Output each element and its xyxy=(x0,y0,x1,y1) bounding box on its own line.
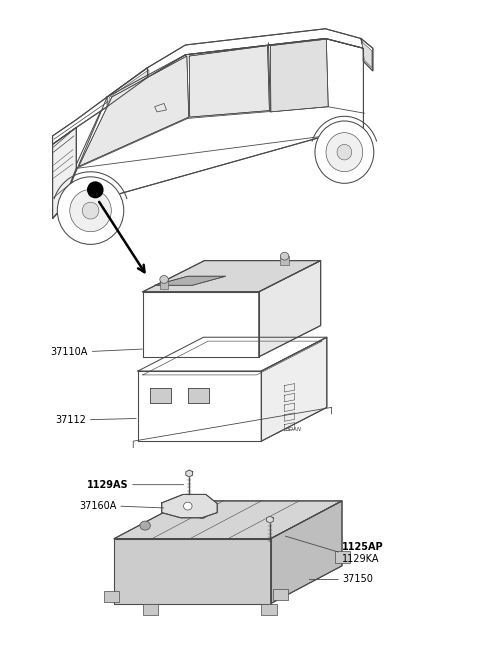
Ellipse shape xyxy=(160,276,168,284)
Ellipse shape xyxy=(337,144,352,160)
Ellipse shape xyxy=(88,182,103,198)
Polygon shape xyxy=(261,603,276,615)
Polygon shape xyxy=(150,388,171,403)
Polygon shape xyxy=(162,495,217,518)
Polygon shape xyxy=(273,589,288,600)
Polygon shape xyxy=(155,276,226,286)
Polygon shape xyxy=(109,69,149,103)
Ellipse shape xyxy=(326,133,363,172)
Ellipse shape xyxy=(140,521,150,530)
Text: 1125AP: 1125AP xyxy=(342,542,384,552)
Polygon shape xyxy=(138,371,261,441)
Polygon shape xyxy=(160,280,168,289)
Polygon shape xyxy=(361,39,373,71)
Polygon shape xyxy=(155,103,167,112)
Ellipse shape xyxy=(197,510,207,519)
Ellipse shape xyxy=(57,177,124,244)
Polygon shape xyxy=(280,256,289,265)
Text: 37110A: 37110A xyxy=(51,346,88,356)
Polygon shape xyxy=(143,603,158,615)
Text: 1129AS: 1129AS xyxy=(87,479,129,490)
Polygon shape xyxy=(266,516,273,523)
Polygon shape xyxy=(104,591,119,602)
Ellipse shape xyxy=(82,202,99,219)
Polygon shape xyxy=(362,42,372,67)
Polygon shape xyxy=(114,501,342,538)
Polygon shape xyxy=(53,67,147,144)
Text: BOAN: BOAN xyxy=(286,427,302,432)
Polygon shape xyxy=(188,388,209,403)
Polygon shape xyxy=(261,337,327,441)
Polygon shape xyxy=(107,67,147,107)
Polygon shape xyxy=(147,29,363,77)
Polygon shape xyxy=(189,46,269,117)
Polygon shape xyxy=(114,538,271,603)
Text: 1129KA: 1129KA xyxy=(342,553,380,564)
Ellipse shape xyxy=(70,189,111,232)
Polygon shape xyxy=(270,39,328,112)
Polygon shape xyxy=(79,56,189,166)
Polygon shape xyxy=(53,39,363,218)
Ellipse shape xyxy=(280,252,289,260)
Polygon shape xyxy=(271,501,342,603)
Ellipse shape xyxy=(183,502,192,510)
Polygon shape xyxy=(143,291,259,357)
Text: 37160A: 37160A xyxy=(79,501,117,511)
Text: 37112: 37112 xyxy=(55,415,86,424)
Ellipse shape xyxy=(315,121,374,183)
Polygon shape xyxy=(53,128,76,218)
Polygon shape xyxy=(259,261,321,357)
Polygon shape xyxy=(143,261,321,291)
Text: 37150: 37150 xyxy=(342,574,373,584)
Polygon shape xyxy=(335,551,350,563)
Polygon shape xyxy=(186,470,192,477)
